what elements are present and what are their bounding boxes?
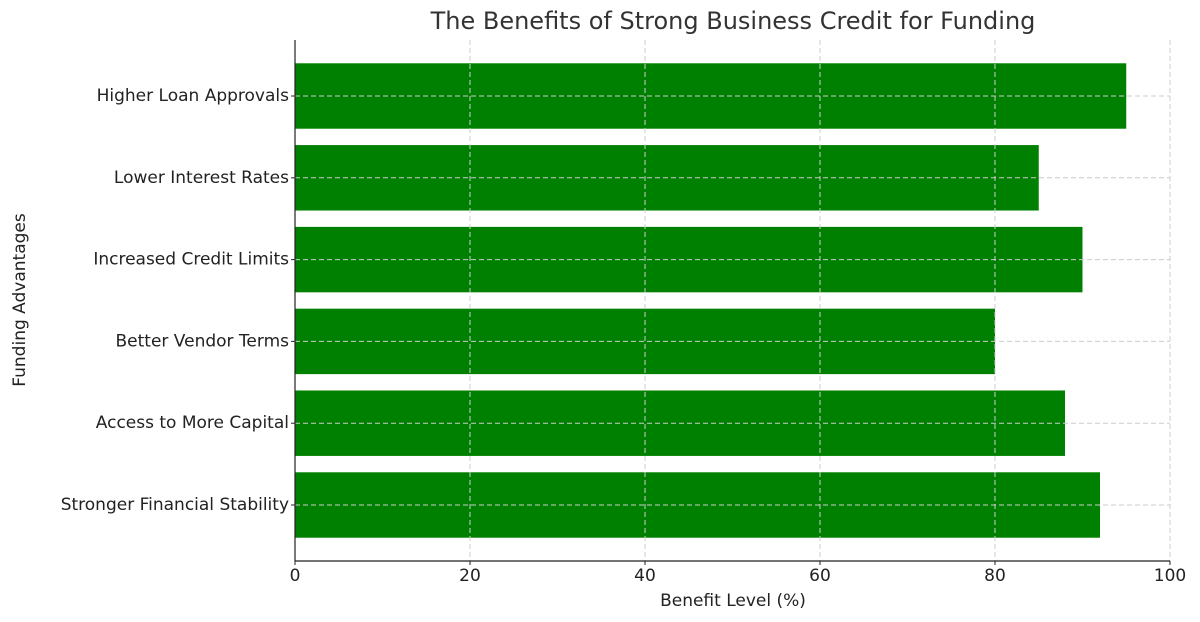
- y-tick-label: Lower Interest Rates: [114, 168, 289, 188]
- x-tick-label: 100: [1154, 566, 1186, 586]
- y-axis-label: Funding Advantages: [10, 213, 30, 387]
- y-tick-label: Access to More Capital: [96, 413, 289, 433]
- x-tick-label: 40: [634, 566, 656, 586]
- x-axis-label: Benefit Level (%): [660, 591, 806, 611]
- y-tick-label: Higher Loan Approvals: [97, 86, 290, 106]
- y-tick-label: Stronger Financial Stability: [61, 495, 289, 515]
- x-tick-label: 60: [809, 566, 831, 586]
- x-tick-label: 0: [290, 566, 301, 586]
- x-tick-label: 80: [984, 566, 1006, 586]
- y-tick-label: Increased Credit Limits: [93, 250, 289, 270]
- y-tick-label: Better Vendor Terms: [116, 331, 290, 351]
- chart-title: The Benefits of Strong Business Credit f…: [430, 7, 1036, 35]
- x-tick-label: 20: [459, 566, 481, 586]
